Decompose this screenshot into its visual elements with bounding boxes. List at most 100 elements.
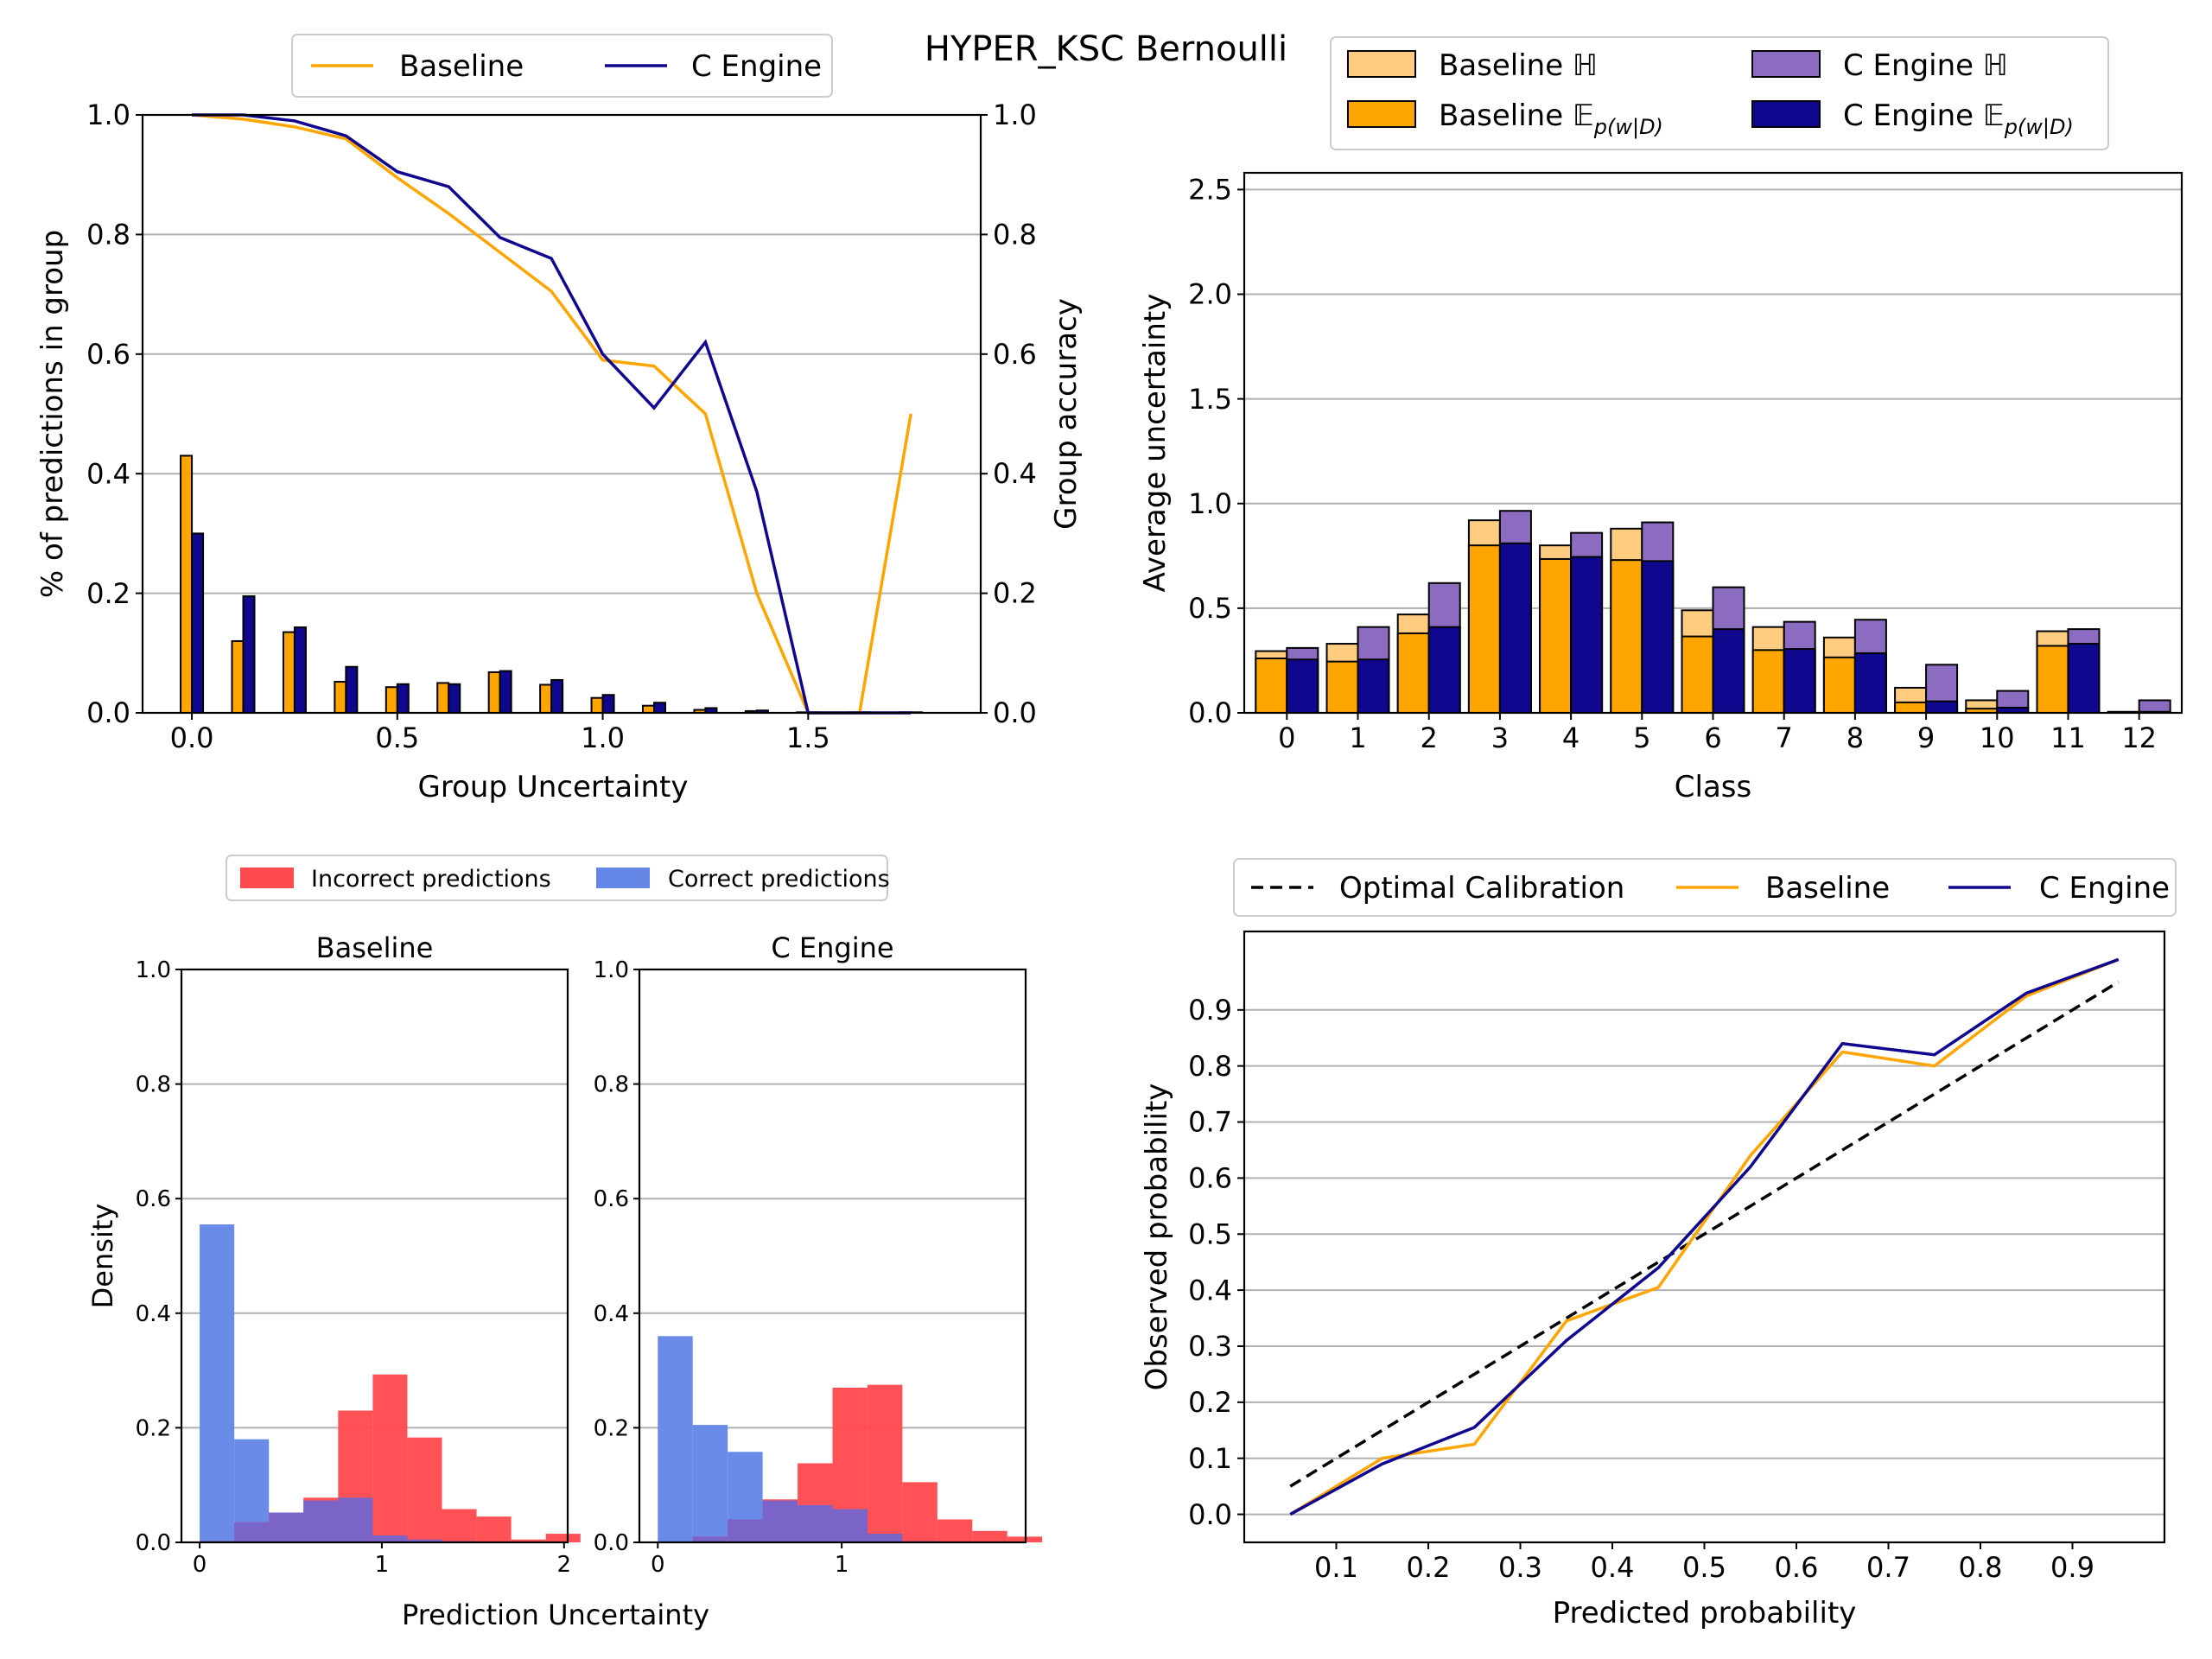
y-tick-label: 2.5 [1188,174,1232,207]
plot-frame [180,968,569,1544]
bar-overlap [692,1536,728,1542]
y-tick-label: 0.3 [1188,1330,1232,1363]
subplot-title: Baseline [316,931,434,964]
line-optimal [1289,980,2120,1488]
histogram-baseline-chart: 0.0 0.2 0.4 0.6 0.8 1.0 0 1 2 Baseline Density [86,931,581,1578]
line-baseline [1289,957,2120,1516]
x-tick-label: 0.5 [375,721,419,754]
bar-incorrect [407,1437,442,1542]
y-tick-label: 0.5 [1188,592,1232,625]
bar-baseline-e [1325,660,1359,715]
bar-overlap [762,1500,798,1542]
x-tick-label: 4 [1562,721,1580,754]
plot-frame [1243,930,2166,1544]
bar-overlap [338,1497,373,1542]
y-tick-label: 1.0 [136,957,171,983]
bar-overlap [867,1534,903,1542]
x-tick-label: 0.0 [170,721,214,754]
bar-incorrect [511,1539,546,1542]
x-tick-label: 7 [1776,721,1793,754]
bar-baseline-e [2036,645,2069,714]
subplot-title: C Engine [771,931,893,964]
bar-c-engine [345,665,359,715]
legend-label-incorrect: Incorrect predictions [311,866,551,893]
bar-overlap [798,1504,833,1542]
bar-c-engine [242,595,256,714]
class-uncertainty-chart: 0.00.51.01.52.02.50 1 2 3 4 5 6 7 8 9 10 11 12ClassA… [1138,36,2183,804]
bar-c-engine [191,532,205,715]
bar-c-engine [448,683,461,714]
plot-frame [141,113,982,715]
bar-c-engine-e [1498,542,1532,714]
bar-c-engine-e [1427,626,1461,714]
histogram-c-engine-chart: 0.0 0.2 0.4 0.6 0.8 1.0 0 1 C Engine Prediction U… [226,855,1043,1631]
bar-incorrect [937,1519,973,1542]
bar-baseline-e [1467,544,1501,714]
y-tick-label: 0.0 [1188,1498,1232,1531]
x-axis-label: Class [1675,770,1751,804]
y-tick-label: 0.2 [136,1415,171,1441]
y-tick-label: 0.5 [1188,1217,1232,1250]
bar-c-engine [550,678,564,715]
x-tick-label: 8 [1847,721,1864,754]
bar-c-engine-e [1712,628,1745,714]
y-tick-label: 0.7 [1188,1106,1232,1139]
bar-c-engine-e [1357,658,1390,714]
legend-label-subscript: p(w|D) [1593,115,1663,139]
legend-label-subscript: p(w|D) [2004,115,2074,139]
bar-c-engine-e [1783,648,1816,714]
x-tick-label: 0.6 [1775,1551,1819,1584]
bar-c-engine [652,702,666,715]
y-tick-label: 0.2 [1188,1386,1232,1419]
bar-c-engine [396,683,410,714]
group-uncertainty-chart: 0.0 0.2 0.4 0.6 0.8 1.0 0.0 0.2 0.4 0.6 0.8 1.0 0.0 0… [35,34,1084,804]
x-tick-label: 2 [1421,721,1438,754]
y-tick-label: 0.6 [86,338,130,371]
bar-overlap [234,1522,270,1542]
x-tick-label: 9 [1917,721,1935,754]
bar-baseline-e [1255,658,1288,714]
bar-overlap [372,1535,408,1542]
y-tick-label: 0.0 [594,1530,629,1556]
legend-swatch-correct [596,868,650,888]
y-tick-label: 1.0 [594,957,629,983]
x-tick-label: 3 [1491,721,1509,754]
bar-incorrect [372,1374,408,1542]
x-tick-label: 6 [1704,721,1721,754]
x-tick-label: 10 [1980,721,2015,754]
bar-correct [200,1224,235,1542]
legend-label-text: C Engine 𝔼 [1843,99,2005,133]
bar-incorrect [972,1530,1007,1542]
legend-swatch [1347,50,1416,78]
bar-overlap [303,1500,339,1542]
y-tick-label: 0.0 [136,1530,171,1556]
bar-c-engine-e [1853,652,1887,714]
x-tick-label: 5 [1633,721,1650,754]
y-tick-label: 1.0 [86,99,130,131]
bar-incorrect [476,1516,512,1542]
y-tick-label: 0.9 [1188,994,1232,1027]
bar-baseline [180,454,194,714]
x-tick-label: 1 [375,1552,390,1578]
bar-c-engine [601,694,615,714]
figure-title: HYPER_KSC Bernoulli [925,29,1287,69]
bar-baseline-e [1681,635,1714,715]
legend-label-optimal: Optimal Calibration [1339,871,1624,906]
y-tick-label: 1.5 [1188,383,1232,416]
legend-box [226,855,888,901]
bar-correct [692,1425,728,1542]
x-tick-label: 0.4 [1591,1551,1635,1584]
y-tick-label: 0.8 [594,1072,629,1098]
legend-label: Baseline ℍ [1439,48,1598,83]
legend-label: Baseline 𝔼p(w|D) [1439,99,1663,139]
x-axis-label: Group Uncertainty [418,770,689,804]
y2-tick-label: 0.4 [993,457,1037,490]
y-tick-label: 0.6 [594,1186,629,1212]
legend-label-baseline: Baseline [1765,871,1890,906]
line-baseline [191,113,912,715]
y-tick-label: 0.0 [1188,696,1232,729]
legend-label: C Engine 𝔼p(w|D) [1843,99,2074,139]
y-tick-label: 0.4 [594,1301,629,1327]
y-tick-label: 0.8 [136,1072,171,1098]
plot-frame [638,968,1027,1544]
